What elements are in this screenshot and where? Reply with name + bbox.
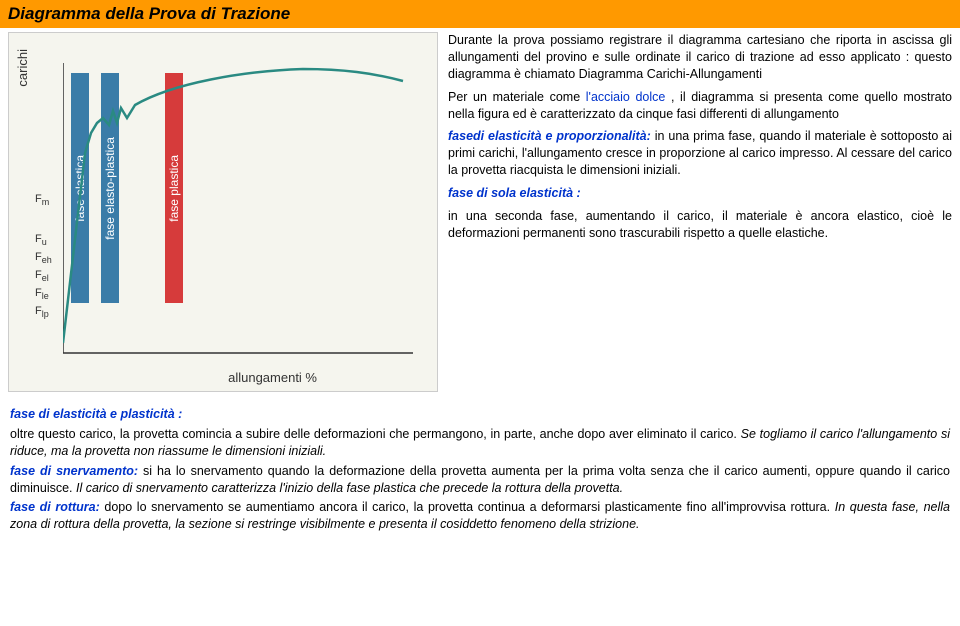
bottom-text: fase di elasticità e plasticità : oltre … — [0, 400, 960, 546]
phase4-body2: Il carico di snervamento caratterizza l'… — [76, 481, 623, 495]
y-tick-label: Fu — [35, 233, 47, 247]
y-tick-label: Fel — [35, 269, 49, 283]
main-row: carichi allungamenti % FmFuFehFelFleFlp … — [0, 28, 960, 400]
phase-2-lead-line: fase di sola elasticità : — [448, 185, 952, 202]
phase-3: fase di elasticità e plasticità : — [10, 406, 950, 423]
y-tick-label: Fle — [35, 287, 49, 301]
curve-line — [63, 69, 403, 343]
phase1-lead: fasedi elasticità e proporzionalità: — [448, 129, 651, 143]
phase2-lead: fase di sola elasticità : — [448, 186, 581, 200]
phase4-lead: fase di snervamento: — [10, 464, 138, 478]
y-tick-label: Feh — [35, 251, 52, 265]
chart-column: carichi allungamenti % FmFuFehFelFleFlp … — [8, 32, 448, 392]
phase-3-body: oltre questo carico, la provetta cominci… — [10, 426, 950, 460]
intro-2-accent: l'acciaio dolce — [586, 90, 666, 104]
chart-svg — [63, 63, 423, 363]
y-tick-label: Flp — [35, 305, 49, 319]
header-bar: Diagramma della Prova di Trazione — [0, 0, 960, 28]
intro-2a: Per un materiale come — [448, 90, 586, 104]
intro-paragraph-2: Per un materiale come l'acciaio dolce , … — [448, 89, 952, 123]
intro-paragraph-1: Durante la prova possiamo registrare il … — [448, 32, 952, 83]
phase3-body1: oltre questo carico, la provetta cominci… — [10, 427, 741, 441]
text-column: Durante la prova possiamo registrare il … — [448, 32, 952, 392]
page-title: Diagramma della Prova di Trazione — [8, 4, 290, 23]
phase5-body1: dopo lo snervamento se aumentiamo ancora… — [100, 500, 835, 514]
phase3-lead: fase di elasticità e plasticità : — [10, 407, 182, 421]
phase-5: fase di rottura: dopo lo snervamento se … — [10, 499, 950, 533]
stress-strain-chart: carichi allungamenti % FmFuFehFelFleFlp … — [8, 32, 438, 392]
y-axis-label: carichi — [15, 49, 30, 87]
x-axis-label: allungamenti % — [228, 370, 317, 385]
phase-4: fase di snervamento: si ha lo snervament… — [10, 463, 950, 497]
y-tick-label: Fm — [35, 193, 49, 207]
phase-1: fasedi elasticità e proporzionalità: in … — [448, 128, 952, 179]
phase5-lead: fase di rottura: — [10, 500, 100, 514]
phase-2-body: in una seconda fase, aumentando il caric… — [448, 208, 952, 242]
